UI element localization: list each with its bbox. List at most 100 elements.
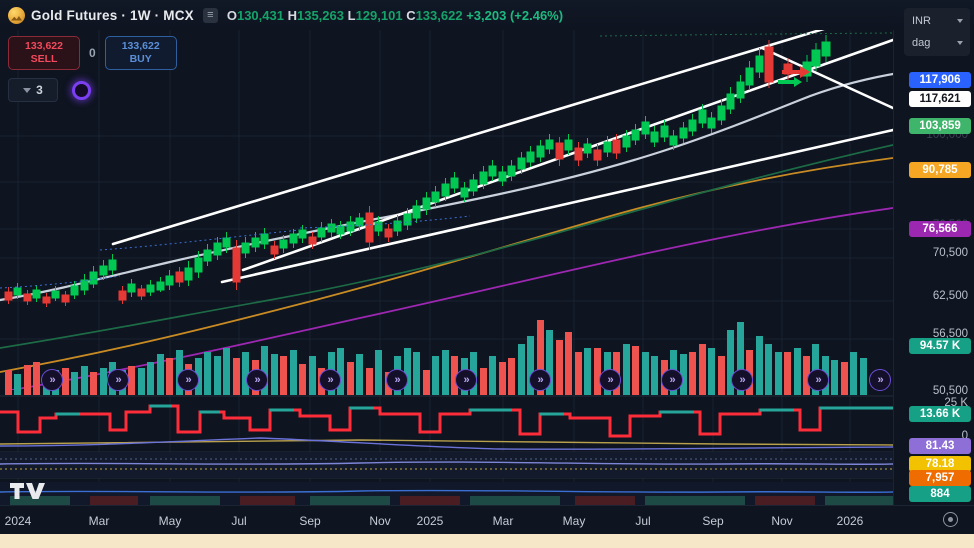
ohlc-low-key: L bbox=[347, 7, 356, 23]
order-ring-icon[interactable] bbox=[72, 80, 91, 100]
quantity-row: 3 bbox=[8, 78, 91, 102]
buy-label: BUY bbox=[129, 53, 152, 65]
scale-mode-label: dag bbox=[912, 37, 931, 49]
price-badge[interactable]: 90,785 bbox=[909, 162, 971, 178]
price-badge[interactable]: 94.57 K bbox=[909, 338, 971, 354]
expiry-marker[interactable]: » bbox=[246, 369, 268, 391]
sell-button[interactable]: 133,622 SELL bbox=[8, 36, 80, 70]
time-tick-label: Sep bbox=[702, 514, 724, 528]
grid-horizontal bbox=[0, 135, 893, 340]
expiry-marker[interactable]: » bbox=[319, 369, 341, 391]
price-badge[interactable]: 76,566 bbox=[909, 221, 971, 237]
time-tick-label: May bbox=[158, 514, 182, 528]
time-tick-label: Jul bbox=[231, 514, 247, 528]
time-tick-label: Mar bbox=[88, 514, 110, 528]
time-scale[interactable]: 2024 Mar May Jul Sep Nov 2025 Mar May Jul Sep Nov 20… bbox=[0, 505, 974, 534]
expiry-marker[interactable]: » bbox=[731, 369, 753, 391]
chart-canvas[interactable] bbox=[0, 0, 893, 505]
scale-mode-selector[interactable]: dag bbox=[904, 32, 970, 54]
expiry-marker[interactable]: » bbox=[107, 369, 129, 391]
sell-arrow-marker bbox=[782, 66, 810, 78]
expiry-marker[interactable]: » bbox=[386, 369, 408, 391]
price-badge[interactable]: 81.43 bbox=[909, 438, 971, 454]
time-tick-label: 2025 bbox=[416, 514, 444, 528]
chart-plot-area[interactable] bbox=[0, 0, 893, 505]
tradingview-logo bbox=[10, 481, 48, 506]
expiry-marker[interactable]: » bbox=[869, 369, 891, 391]
grid-vertical bbox=[17, 0, 851, 505]
time-tick-label: Jul bbox=[635, 514, 651, 528]
price-badge[interactable]: 13.66 K bbox=[909, 406, 971, 422]
trendline-lower bbox=[220, 128, 893, 284]
ohlc-close-key: C bbox=[406, 7, 416, 23]
price-tick: 70,500 bbox=[932, 247, 968, 259]
time-tick-label: Sep bbox=[299, 514, 321, 528]
time-tick-label: May bbox=[562, 514, 586, 528]
time-tick-label: 2026 bbox=[836, 514, 864, 528]
time-tick-label: Nov bbox=[771, 514, 793, 528]
currency-selector[interactable]: INR bbox=[904, 10, 970, 32]
ohlc-high-key: H bbox=[287, 7, 297, 23]
quantity-value: 3 bbox=[36, 83, 43, 97]
time-tick-label: 2024 bbox=[4, 514, 32, 528]
price-badge[interactable]: 117,621 bbox=[909, 91, 971, 107]
expiry-marker[interactable]: » bbox=[661, 369, 683, 391]
buy-arrow-marker bbox=[778, 77, 802, 87]
ohlc-high-value: 135,263 bbox=[296, 7, 344, 23]
ohlc-low-value: 129,101 bbox=[355, 7, 403, 23]
time-tick-label: Mar bbox=[492, 514, 514, 528]
expiry-marker[interactable]: » bbox=[599, 369, 621, 391]
price-badge[interactable]: 78.18 bbox=[909, 456, 971, 472]
price-tick: 50,500 bbox=[932, 385, 968, 397]
change-absolute: +3,203 bbox=[466, 7, 507, 23]
price-tick: 56,500 bbox=[932, 328, 968, 340]
chevron-down-icon bbox=[23, 87, 32, 93]
chevron-down-icon bbox=[957, 41, 963, 45]
oscillator-step-red bbox=[0, 404, 893, 438]
legend-menu-icon[interactable]: ≡ bbox=[202, 7, 218, 23]
oscillator-pane-3 bbox=[0, 482, 893, 505]
price-badge[interactable]: 7,957 bbox=[909, 470, 971, 486]
price-tick: 62,500 bbox=[932, 290, 968, 302]
currency-label: INR bbox=[912, 15, 931, 27]
oscillator-minor-lines bbox=[0, 437, 893, 450]
trendline-resistance bbox=[760, 46, 893, 110]
bottom-strip bbox=[0, 534, 974, 548]
expiry-marker[interactable]: » bbox=[41, 369, 63, 391]
expiry-marker[interactable]: » bbox=[807, 369, 829, 391]
change-percent: (+2.46%) bbox=[509, 7, 564, 23]
oscillator-pane-2 bbox=[0, 452, 893, 478]
candlestick-series bbox=[4, 35, 831, 307]
ma-orange-line bbox=[0, 157, 893, 373]
ma-green-line bbox=[0, 144, 893, 349]
quantity-stepper[interactable]: 3 bbox=[8, 78, 58, 102]
gold-commodity-icon bbox=[8, 6, 25, 24]
timescale-settings-icon[interactable] bbox=[943, 512, 958, 527]
expiry-marker[interactable]: » bbox=[529, 369, 551, 391]
buy-price: 133,622 bbox=[121, 39, 160, 52]
chevron-down-icon bbox=[957, 19, 963, 23]
ohlc-close-value: 133,622 bbox=[415, 7, 463, 23]
expiry-marker[interactable]: » bbox=[177, 369, 199, 391]
ohlc-open-key: O bbox=[226, 7, 237, 23]
sell-label: SELL bbox=[30, 53, 58, 65]
sell-price: 133,622 bbox=[25, 39, 63, 52]
symbol-title[interactable]: Gold Futures · 1W · MCX bbox=[31, 7, 194, 23]
expiry-marker[interactable]: » bbox=[455, 369, 477, 391]
price-badge[interactable]: 117,906 bbox=[909, 72, 971, 88]
price-tick: 0 bbox=[961, 430, 968, 442]
trade-buttons-row: 133,622 SELL 0 133,622 BUY bbox=[8, 36, 177, 70]
ohlc-open-value: 130,431 bbox=[236, 7, 284, 23]
buy-button[interactable]: 133,622 BUY bbox=[104, 36, 177, 70]
dotted-band-overlay bbox=[0, 32, 893, 289]
price-badge[interactable]: 103,859 bbox=[909, 118, 971, 134]
time-tick-label: Nov bbox=[369, 514, 391, 528]
ohlc-values: O130,431 H135,263 L129,101 C133,622 +3,2… bbox=[227, 8, 563, 23]
chart-legend-bar: Gold Futures · 1W · MCX ≡ O130,431 H135,… bbox=[0, 0, 974, 30]
price-badge[interactable]: 884 bbox=[909, 486, 971, 502]
unit-selector-box: INR dag bbox=[904, 8, 970, 56]
spread-value: 0 bbox=[89, 46, 96, 60]
oscillator-step-green bbox=[56, 404, 893, 416]
